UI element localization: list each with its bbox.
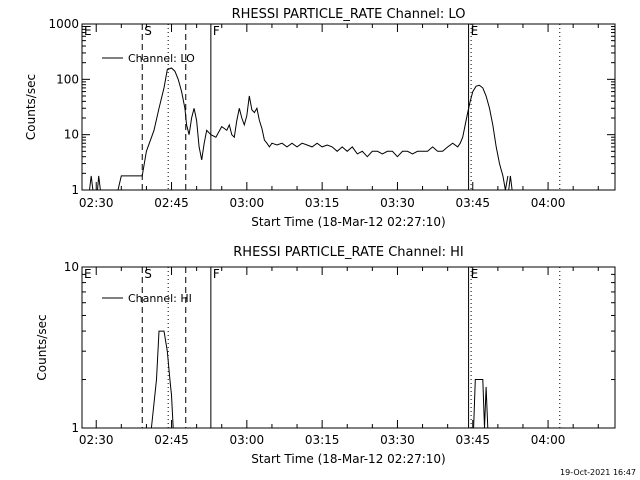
x-tick-label: 03:30 (380, 196, 415, 210)
y-tick-label: 10 (64, 128, 79, 142)
event-marker-label: E (84, 267, 92, 281)
x-tick-label: 04:00 (531, 196, 566, 210)
chart-title: RHESSI PARTICLE_RATE Channel: LO (232, 7, 466, 22)
lo-channel-panel: RHESSI PARTICLE_RATE Channel: LO 02:30 02:… (24, 7, 616, 229)
x-tick-label: 03:45 (455, 433, 490, 447)
y-tick-label: 100 (56, 72, 79, 86)
event-marker-label: F (213, 267, 220, 281)
x-tick-label: 03:15 (305, 433, 340, 447)
x-tick-label: 02:30 (79, 433, 114, 447)
series-line-lo (86, 175, 107, 191)
event-marker-label: S (144, 267, 152, 281)
y-axis-label: Counts/sec (35, 314, 49, 380)
x-tick-label: 02:45 (154, 433, 189, 447)
x-tick-label: 04:00 (531, 433, 566, 447)
event-marker-label: S (144, 24, 152, 38)
x-tick-label: 03:00 (230, 433, 265, 447)
event-marker-label: F (213, 24, 220, 38)
x-tick-label: 03:15 (305, 196, 340, 210)
hi-channel-panel: RHESSI PARTICLE_RATE Channel: HI 02:30 02:… (35, 245, 616, 466)
event-marker-label: E (84, 24, 92, 38)
event-marker-label: E (471, 24, 479, 38)
x-axis-label: Start Time (18-Mar-12 02:27:10) (251, 215, 445, 229)
event-marker-label: E (471, 267, 479, 281)
series-line-hi (473, 379, 489, 429)
legend-entry: Channel: HI (128, 292, 192, 305)
x-tick-label: 03:45 (455, 196, 490, 210)
y-axis-label: Counts/sec (24, 74, 38, 140)
x-tick-label: 02:30 (79, 196, 114, 210)
y-tick-label: 10 (64, 260, 79, 274)
x-tick-label: 03:00 (230, 196, 265, 210)
series-line-hi (150, 330, 174, 429)
x-tick-label: 02:45 (154, 196, 189, 210)
series-line-lo (508, 175, 513, 191)
render-timestamp: 19-Oct-2021 16:47 (560, 468, 636, 477)
chart-title: RHESSI PARTICLE_RATE Channel: HI (233, 245, 463, 260)
x-tick-label: 03:30 (380, 433, 415, 447)
y-tick-label: 1 (71, 183, 79, 197)
y-tick-label: 1 (71, 421, 79, 435)
y-tick-label: 1000 (48, 17, 79, 31)
series-line-lo (117, 67, 509, 191)
x-axis-label: Start Time (18-Mar-12 02:27:10) (251, 452, 445, 466)
legend-entry: Channel: LO (128, 52, 195, 65)
